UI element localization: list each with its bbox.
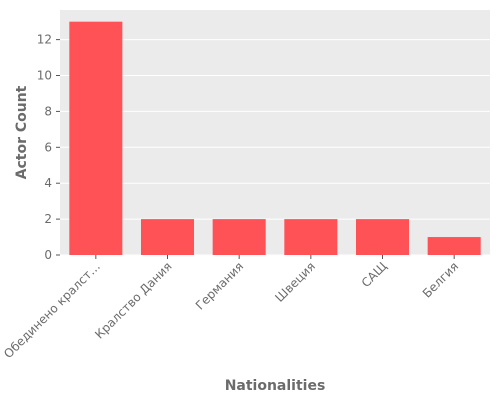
- bar: [69, 21, 123, 255]
- y-tick-label: 2: [44, 212, 52, 226]
- x-tick-label: САЩ: [359, 259, 390, 290]
- grid-lines: [60, 39, 490, 256]
- bar: [355, 219, 410, 255]
- y-tick-label: 0: [44, 248, 52, 262]
- x-tick-label: Обединено кралст…: [1, 259, 103, 361]
- x-axis-title: Nationalities: [225, 378, 326, 394]
- y-axis-title: Actor Count: [14, 85, 30, 179]
- y-tick-label: 12: [37, 33, 52, 47]
- bar: [212, 219, 266, 255]
- y-tick-label: 6: [44, 140, 52, 154]
- x-tick-label: Швеция: [272, 259, 318, 305]
- x-tick-label: Кралство Дания: [92, 259, 174, 341]
- x-tick-label: Белгия: [420, 259, 461, 300]
- y-axis-ticks: 0 2 4 6 8 10 12: [37, 33, 60, 262]
- y-tick-label: 8: [44, 104, 52, 118]
- bar: [284, 219, 338, 255]
- x-axis-ticks: Обединено кралст…Кралство Дания Германия Ш…: [1, 255, 461, 361]
- bars: [69, 21, 481, 255]
- y-tick-label: 10: [37, 69, 52, 83]
- x-tick-label: Германия: [193, 259, 246, 312]
- bar: [140, 219, 195, 255]
- bar: [427, 237, 481, 255]
- y-tick-label: 4: [44, 176, 52, 190]
- plot-background: [60, 10, 490, 255]
